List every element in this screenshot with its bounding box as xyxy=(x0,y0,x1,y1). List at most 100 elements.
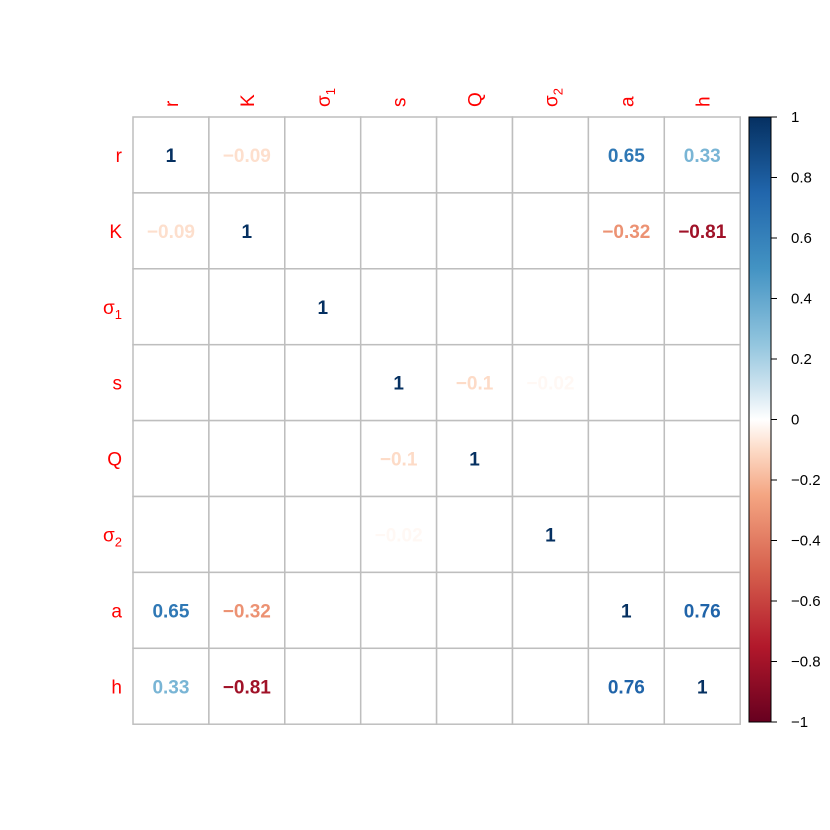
value-label: −0.1 xyxy=(456,374,494,395)
colorbar-tick-label: 0.4 xyxy=(791,291,812,308)
value-label: −0.81 xyxy=(223,677,272,698)
cell-sigma1-K xyxy=(208,268,286,346)
cell-Q-h xyxy=(663,419,741,498)
cell-h-h xyxy=(663,647,741,725)
value-label: 0.65 xyxy=(608,146,645,167)
cell-K-h xyxy=(663,192,741,270)
cell-h-a xyxy=(587,647,666,725)
cell-a-K xyxy=(208,571,286,650)
value-label: 1 xyxy=(393,374,404,395)
cell-K-K xyxy=(208,192,286,270)
cell-h-K xyxy=(208,647,286,725)
cell-sigma2-h xyxy=(663,495,741,574)
column-label-a: a xyxy=(617,96,638,107)
value-label: −0.1 xyxy=(380,450,418,471)
cell-sigma1-sigma2 xyxy=(511,268,590,346)
cell-values: 1 −0.09 0.65 0.33 −0.09 1 −0.32 −0.81 1 1 −0.1 −0.0… xyxy=(147,146,727,698)
colorbar-tick-label: 1 xyxy=(791,109,799,126)
cell-r-r xyxy=(132,116,210,194)
value-label: −0.81 xyxy=(678,222,727,243)
cell-h-s xyxy=(359,647,438,725)
cell-s-K xyxy=(208,343,286,422)
row-label-r: r xyxy=(116,146,123,167)
row-label-sigma1: σ1 xyxy=(103,298,122,322)
color-legend: 1 0.8 0.6 0.4 0.2 0 −0.2 −0.4 −0.6 −0.8 −1 xyxy=(748,109,821,731)
cell-r-h xyxy=(663,116,741,194)
value-label: 0.65 xyxy=(152,601,189,622)
row-label-a: a xyxy=(111,601,122,622)
colorbar-tick-label: −1 xyxy=(791,714,808,731)
row-label-sigma2: σ2 xyxy=(103,525,122,549)
cell-sigma2-r xyxy=(132,495,210,574)
cell-K-sigma2 xyxy=(511,192,590,270)
colorbar-tick-label: −0.4 xyxy=(791,533,821,550)
cell-r-s xyxy=(359,116,438,194)
cell-s-s xyxy=(359,343,438,422)
cell-sigma1-h xyxy=(663,268,741,346)
colorbar-tick-label: 0.8 xyxy=(791,170,812,187)
value-label: 0.76 xyxy=(684,601,721,622)
value-label: 1 xyxy=(545,525,556,546)
column-label-Q: Q xyxy=(466,92,487,107)
cell-Q-sigma2 xyxy=(511,419,590,498)
column-label-r: r xyxy=(162,100,183,107)
cell-sigma2-a xyxy=(587,495,666,574)
value-label: −0.02 xyxy=(526,374,574,395)
value-label: 1 xyxy=(166,146,177,167)
cell-a-r xyxy=(132,571,210,650)
colorbar xyxy=(748,116,772,723)
cell-s-a xyxy=(587,343,666,422)
value-label: −0.09 xyxy=(147,222,195,243)
value-label: 1 xyxy=(697,677,708,698)
row-label-h: h xyxy=(111,677,122,698)
value-label: −0.32 xyxy=(223,601,271,622)
value-label: −0.02 xyxy=(375,525,423,546)
cell-K-s xyxy=(359,192,438,270)
cell-r-a xyxy=(587,116,666,194)
column-label-K: K xyxy=(238,94,259,107)
cell-h-sigma2 xyxy=(511,647,590,725)
row-label-Q: Q xyxy=(107,450,122,471)
colorbar-tick-label: −0.2 xyxy=(791,472,821,489)
cell-sigma2-sigma2 xyxy=(511,495,590,574)
value-label: 1 xyxy=(242,222,253,243)
colorbar-tick-label: 0 xyxy=(791,412,799,429)
value-label: 1 xyxy=(621,601,632,622)
row-label-s: s xyxy=(113,374,123,395)
cell-a-sigma1 xyxy=(284,571,362,650)
value-label: 1 xyxy=(317,298,328,319)
cell-a-Q xyxy=(435,571,514,650)
cell-grid xyxy=(132,116,741,725)
value-label: −0.32 xyxy=(602,222,650,243)
colorbar-tick-label: −0.8 xyxy=(791,654,821,671)
cell-sigma2-Q xyxy=(435,495,514,574)
cell-r-sigma1 xyxy=(284,116,362,194)
value-label: 0.33 xyxy=(684,146,721,167)
cell-sigma1-r xyxy=(132,268,210,346)
cell-h-sigma1 xyxy=(284,647,362,725)
cell-sigma2-sigma1 xyxy=(284,495,362,574)
cell-a-h xyxy=(663,571,741,650)
colorbar-tick-label: 0.2 xyxy=(791,351,812,368)
row-label-K: K xyxy=(109,222,122,243)
cell-h-r xyxy=(132,647,210,725)
cell-sigma1-Q xyxy=(435,268,514,346)
column-label-sigma1: σ1 xyxy=(314,88,338,107)
value-label: 1 xyxy=(469,450,480,471)
cell-s-sigma2 xyxy=(511,343,590,422)
cell-a-s xyxy=(359,571,438,650)
cell-sigma2-K xyxy=(208,495,286,574)
colorbar-tick-label: −0.6 xyxy=(791,593,821,610)
cell-s-r xyxy=(132,343,210,422)
cell-K-Q xyxy=(435,192,514,270)
colorbar-tick-label: 0.6 xyxy=(791,230,812,247)
cell-r-sigma2 xyxy=(511,116,590,194)
cell-Q-sigma1 xyxy=(284,419,362,498)
cell-a-a xyxy=(587,571,666,650)
cell-Q-a xyxy=(587,419,666,498)
cell-s-sigma1 xyxy=(284,343,362,422)
cell-Q-K xyxy=(208,419,286,498)
cell-Q-Q xyxy=(435,419,514,498)
